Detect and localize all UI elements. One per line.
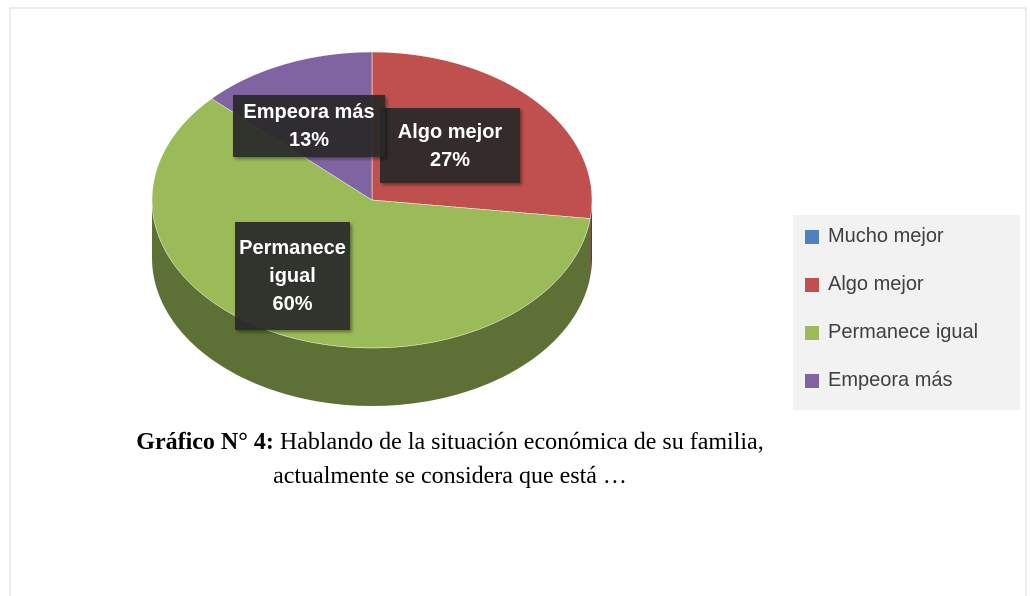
legend-item: Mucho mejor <box>805 225 944 248</box>
data-label-value: 27% <box>429 148 471 171</box>
legend-swatch <box>805 373 819 388</box>
data-label: Empeora más 13% <box>233 95 385 157</box>
data-label-value: 13% <box>288 129 330 151</box>
slice-side <box>590 200 592 277</box>
legend-label: Mucho mejor <box>828 225 944 247</box>
data-label: Algo mejor 27% <box>380 108 520 183</box>
legend-item: Empeora más <box>805 369 953 392</box>
data-label-category: Empeora más <box>243 101 375 123</box>
data-label-value: 60% <box>272 293 313 315</box>
data-label: Permanece igual 60% <box>235 222 350 330</box>
legend-label: Empeora más <box>828 369 953 391</box>
legend-label: Algo mejor <box>828 273 924 295</box>
data-label-category: Permanece igual <box>239 237 346 287</box>
data-label-category: Algo mejor <box>397 120 503 143</box>
legend: Mucho mejor Algo mejor Permanece igual Empe… <box>793 215 1020 410</box>
legend-swatch <box>805 325 819 340</box>
frame <box>9 7 1027 596</box>
legend-item: Algo mejor <box>805 273 924 296</box>
legend-item: Permanece igual <box>805 321 978 344</box>
caption-label: Gráfico N° 4: <box>136 429 274 455</box>
caption: Gráfico N° 4: Hablando de la situación e… <box>100 425 800 493</box>
caption-text: Hablando de la situación económica de su… <box>273 429 764 489</box>
legend-swatch <box>805 229 819 244</box>
legend-label: Permanece igual <box>828 321 979 343</box>
legend-swatch <box>805 277 819 292</box>
slice-side <box>152 200 591 406</box>
